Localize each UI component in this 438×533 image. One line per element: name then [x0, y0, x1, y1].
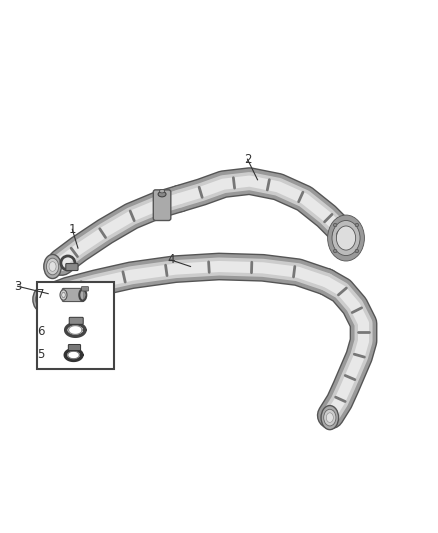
Text: 5: 5 — [37, 349, 44, 361]
Ellipse shape — [158, 191, 166, 197]
FancyBboxPatch shape — [68, 344, 81, 351]
Ellipse shape — [355, 249, 359, 253]
Ellipse shape — [333, 223, 337, 227]
Text: 4: 4 — [167, 253, 175, 266]
Ellipse shape — [60, 290, 67, 300]
FancyBboxPatch shape — [153, 190, 171, 221]
Text: 7: 7 — [37, 288, 45, 302]
Text: 2: 2 — [244, 152, 251, 166]
Ellipse shape — [44, 254, 61, 279]
Text: 3: 3 — [14, 280, 21, 293]
Ellipse shape — [326, 413, 333, 423]
Ellipse shape — [324, 409, 336, 426]
FancyBboxPatch shape — [62, 288, 84, 302]
Ellipse shape — [321, 406, 339, 430]
Ellipse shape — [333, 226, 357, 244]
Text: 6: 6 — [37, 325, 45, 338]
Ellipse shape — [333, 249, 337, 253]
FancyBboxPatch shape — [81, 287, 88, 291]
Ellipse shape — [336, 229, 353, 241]
Ellipse shape — [49, 262, 56, 271]
Ellipse shape — [62, 292, 65, 297]
Ellipse shape — [33, 287, 50, 311]
Ellipse shape — [336, 226, 356, 250]
Ellipse shape — [38, 295, 45, 304]
Ellipse shape — [159, 189, 165, 193]
FancyBboxPatch shape — [66, 263, 78, 271]
Ellipse shape — [46, 258, 59, 275]
Bar — [37, 282, 114, 369]
FancyBboxPatch shape — [58, 295, 70, 302]
FancyBboxPatch shape — [69, 317, 83, 324]
Text: 1: 1 — [68, 223, 76, 236]
Ellipse shape — [328, 215, 364, 261]
Ellipse shape — [35, 291, 48, 308]
Ellipse shape — [332, 221, 360, 255]
Ellipse shape — [355, 223, 359, 227]
